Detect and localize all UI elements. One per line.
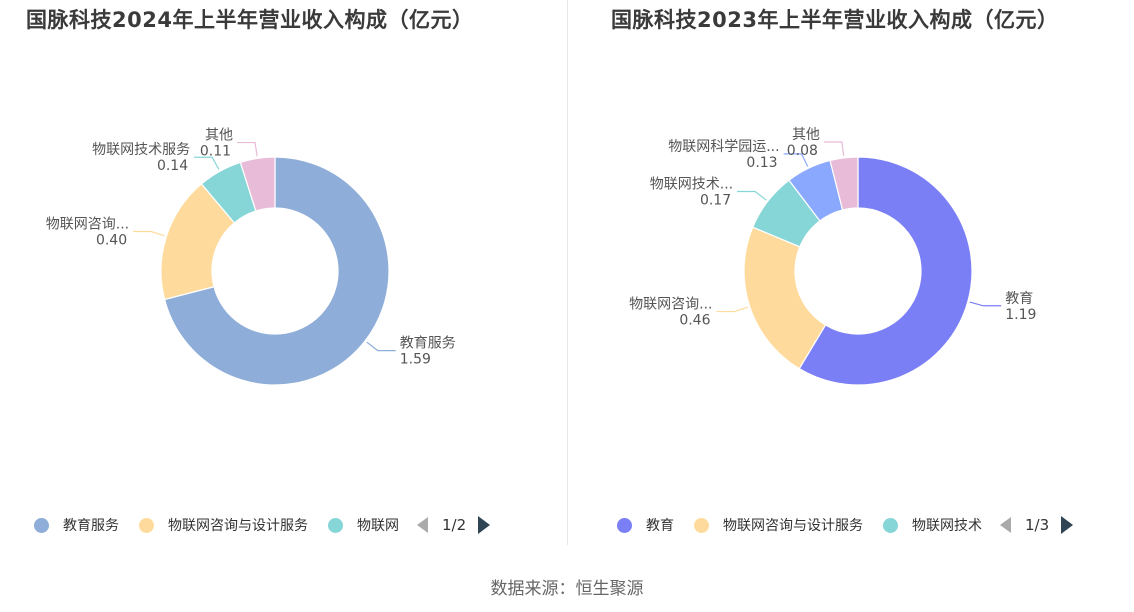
legend-dot-1: [617, 517, 632, 533]
legend-next-arrow-icon[interactable]: [478, 516, 491, 534]
donut-slice-1[interactable]: [163, 156, 390, 386]
legend-label-1: 教育服务: [63, 518, 119, 534]
legend-dot-2: [139, 517, 154, 533]
donut-slice-2[interactable]: [743, 226, 827, 370]
legend-item-1[interactable]: 教育: [617, 515, 674, 535]
legend-item-3[interactable]: 物联网技术: [883, 515, 982, 535]
slice-label-1: 教育: [1005, 291, 1033, 307]
slice-value-3: 0.17: [700, 193, 731, 209]
legend-dot-1: [34, 517, 49, 533]
chart-panel-2023: 国脉科技2023年上半年营业收入构成（亿元） 教育 1.19 物联网咨询... 0.4…: [569, 0, 1134, 545]
slice-value-1: 1.19: [1005, 307, 1036, 323]
panel-divider: [567, 0, 568, 545]
legend-label-3: 物联网技术: [912, 518, 982, 534]
leader-line-4: [237, 141, 258, 157]
leader-line-4: [783, 153, 809, 167]
donut-chart-2023: 教育1.19 物联网咨询...0.46 物联网技术...0.17 物联网科学园运...…: [629, 127, 1036, 386]
chart-title-2024: 国脉科技2024年上半年营业收入构成（亿元）: [26, 8, 474, 32]
legend-item-2[interactable]: 物联网咨询与设计服务: [139, 515, 308, 535]
slice-value-4: 0.11: [200, 144, 231, 160]
leader-line-3: [737, 190, 767, 201]
slice-label-4: 物联网科学园运...: [668, 139, 779, 155]
legend-label-1: 教育: [646, 518, 674, 534]
leader-line-2: [716, 306, 748, 313]
legend-dot-2: [694, 517, 709, 533]
legend-2024: 教育服务 物联网咨询与设计服务 物联网 1/2: [0, 512, 600, 538]
legend-pager-2023: 1/3: [1000, 516, 1074, 534]
legend-item-1[interactable]: 教育服务: [34, 515, 119, 535]
slice-value-3: 0.14: [157, 158, 188, 174]
legend-prev-arrow-icon[interactable]: [417, 517, 428, 533]
legend-prev-arrow-icon[interactable]: [1000, 517, 1011, 533]
legend-item-3[interactable]: 物联网: [328, 515, 399, 535]
slice-label-4: 其他: [205, 128, 233, 144]
slice-label-3: 物联网技术服务: [92, 142, 190, 158]
leader-line-5: [823, 141, 845, 156]
chart-title-2023: 国脉科技2023年上半年营业收入构成（亿元）: [611, 8, 1059, 32]
leader-line-1: [969, 301, 1002, 307]
legend-dot-3: [883, 517, 898, 533]
legend-item-2[interactable]: 物联网咨询与设计服务: [694, 515, 863, 535]
donut-slice-5[interactable]: [829, 156, 859, 211]
legend-label-2: 物联网咨询与设计服务: [168, 518, 308, 534]
slice-label-2: 物联网咨询...: [46, 217, 129, 233]
legend-label-3: 物联网: [357, 518, 399, 534]
slice-label-5: 其他: [792, 127, 820, 143]
legend-2023: 教育 物联网咨询与设计服务 物联网技术 1/3: [569, 512, 1134, 538]
data-source-footer: 数据来源：恒生聚源: [490, 579, 644, 599]
leader-line-3: [194, 156, 220, 170]
leader-line-2: [133, 230, 165, 237]
legend-page-indicator: 1/3: [1025, 516, 1050, 534]
slice-value-2: 0.46: [679, 313, 710, 329]
slice-label-1: 教育服务: [400, 336, 456, 352]
slice-value-5: 0.08: [787, 143, 818, 159]
legend-pager-2024: 1/2: [417, 516, 491, 534]
slice-value-4: 0.13: [746, 155, 777, 171]
slice-value-2: 0.40: [96, 233, 127, 249]
leader-line-1: [366, 341, 396, 352]
donut-slice-4[interactable]: [239, 156, 276, 212]
slice-label-2: 物联网咨询...: [629, 297, 712, 313]
slice-label-3: 物联网技术...: [650, 177, 733, 193]
legend-dot-3: [328, 517, 343, 533]
legend-page-indicator: 1/2: [442, 516, 467, 534]
slice-value-1: 1.59: [400, 352, 431, 368]
legend-label-2: 物联网咨询与设计服务: [723, 518, 863, 534]
donut-slice-1[interactable]: [798, 156, 973, 386]
legend-next-arrow-icon[interactable]: [1061, 516, 1074, 534]
chart-panel-2024: 国脉科技2024年上半年营业收入构成（亿元） 教育服务 1.59 物联网咨询... 0…: [0, 0, 566, 545]
